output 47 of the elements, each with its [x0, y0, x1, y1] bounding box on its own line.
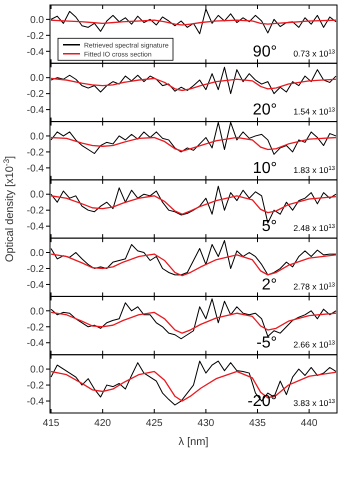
y-tick-label: -0.2 — [26, 264, 44, 275]
annotation: 2.78 x 10$^{13}$ — [293, 281, 336, 292]
y-tick-label: 0.0 — [30, 14, 44, 26]
y-tick-label: -0.4 — [26, 163, 44, 174]
y-tick-label: -0.2 — [26, 322, 44, 334]
x-tick-label: 440 — [300, 418, 318, 429]
annotation: 2° — [262, 276, 277, 294]
annotation: 2.66 x 10$^{13}$ — [293, 340, 336, 350]
annotation: 10° — [252, 160, 277, 177]
line-series — [50, 136, 337, 152]
annotation: 90° — [252, 43, 277, 60]
x-tick-label: 430 — [198, 418, 215, 429]
x-axis-title: λ [nm] — [178, 436, 208, 448]
annotation: 5° — [262, 218, 277, 236]
y-tick-label: 0.0 — [30, 73, 44, 84]
line-series — [50, 312, 337, 334]
y-tick-label: 0.0 — [30, 248, 44, 260]
annotation: 3.83 x 10$^{13}$ — [293, 398, 336, 408]
y-tick-label: -0.2 — [26, 147, 44, 158]
line-series — [50, 78, 337, 92]
y-tick-label: -0.4 — [26, 105, 44, 116]
x-tick-label: 420 — [94, 418, 112, 429]
y-tick-label: 0.0 — [30, 131, 44, 142]
y-tick-label: -0.2 — [26, 89, 44, 100]
y-tick-label: -0.2 — [26, 206, 44, 217]
y-tick-label: -0.2 — [26, 380, 44, 392]
y-tick-label: -0.2 — [26, 30, 44, 42]
x-tick-label: 435 — [249, 418, 266, 429]
y-tick-label: 0.0 — [30, 190, 44, 201]
line-series — [50, 253, 337, 276]
annotation: -5° — [256, 334, 277, 352]
y-tick-label: -0.4 — [26, 280, 44, 291]
x-tick-label: 425 — [146, 418, 164, 429]
annotation: 20° — [252, 102, 277, 119]
annotation: 0.73 x 10$^{13}$ — [293, 48, 336, 58]
y-tick-label: -0.4 — [26, 338, 44, 350]
line-series — [50, 195, 337, 215]
annotation: 1.54 x 10$^{13}$ — [293, 106, 336, 117]
x-tick-label: 415 — [42, 418, 60, 429]
y-tick-label: 0.0 — [30, 364, 44, 376]
annotation: 2.48 x 10$^{13}$ — [293, 223, 336, 234]
annotation: 1.83 x 10$^{13}$ — [293, 164, 336, 175]
y-tick-label: -0.4 — [26, 222, 44, 233]
annotation: -20° — [247, 393, 277, 410]
y-tick-label: 0.0 — [30, 306, 44, 318]
y-tick-label: -0.4 — [26, 396, 44, 408]
y-tick-label: -0.4 — [26, 46, 44, 58]
